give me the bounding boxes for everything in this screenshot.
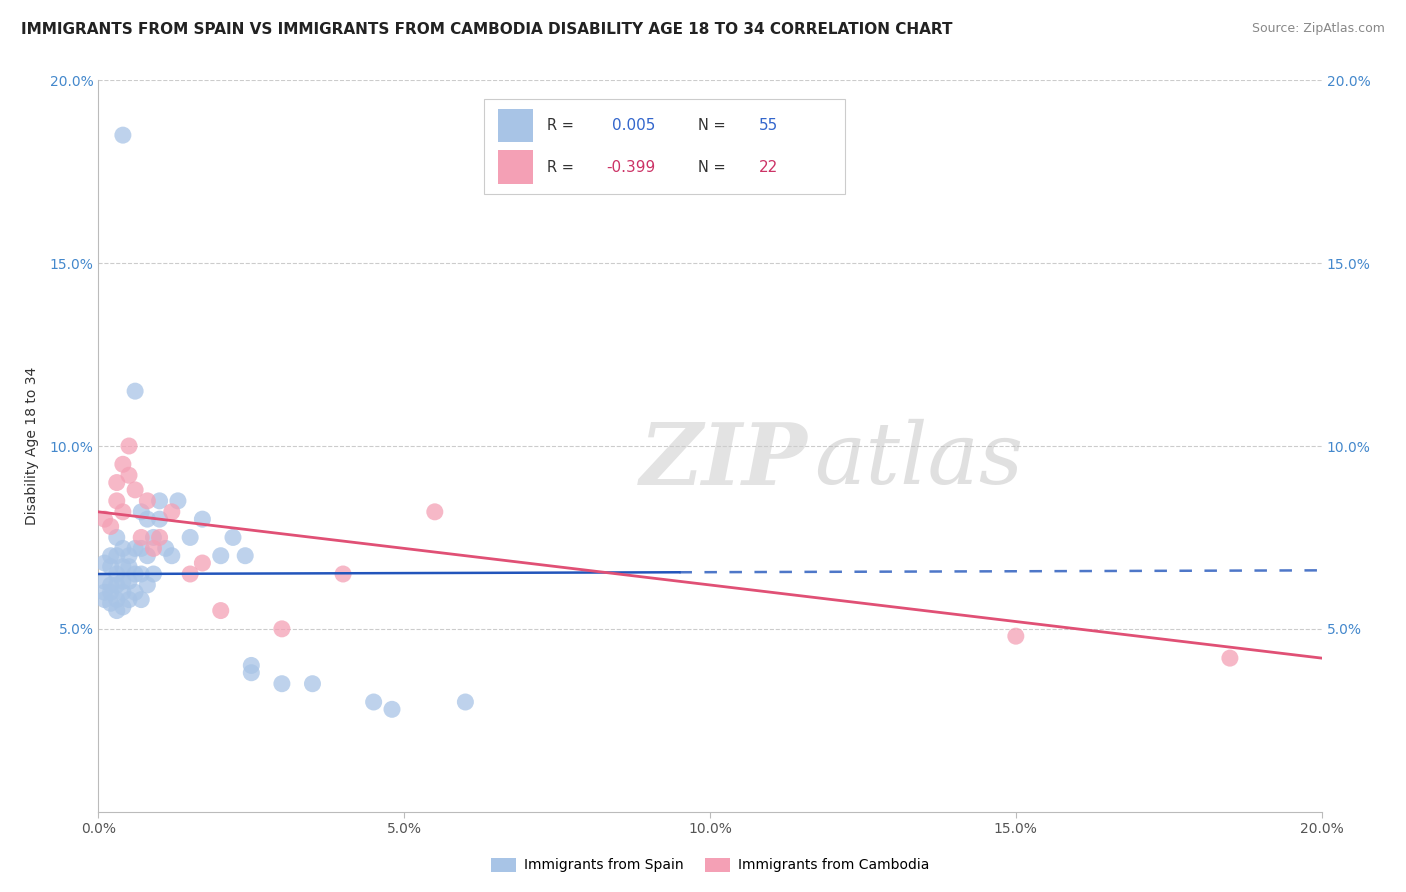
Point — [136, 512, 159, 526]
Point — [118, 592, 141, 607]
Point — [129, 530, 152, 544]
Bar — [498, 151, 533, 184]
Point — [111, 541, 134, 556]
Point — [111, 505, 134, 519]
Point — [93, 512, 115, 526]
Point — [118, 468, 141, 483]
Point — [240, 665, 263, 680]
Point — [93, 574, 115, 589]
Point — [100, 519, 122, 533]
Point — [124, 541, 146, 556]
Point — [105, 475, 128, 490]
Text: R =: R = — [547, 118, 579, 133]
Point — [118, 549, 141, 563]
Point — [105, 549, 128, 563]
Point — [149, 530, 172, 544]
Legend: Immigrants from Spain, Immigrants from Cambodia: Immigrants from Spain, Immigrants from C… — [485, 852, 935, 878]
Point — [142, 541, 165, 556]
Point — [100, 559, 122, 574]
Point — [209, 549, 232, 563]
Point — [149, 493, 172, 508]
Text: atlas: atlas — [814, 419, 1024, 502]
Point — [111, 585, 134, 599]
Point — [149, 512, 172, 526]
Text: -0.399: -0.399 — [606, 160, 655, 175]
Point — [93, 592, 115, 607]
Point — [105, 592, 128, 607]
Point — [191, 512, 214, 526]
Point — [100, 549, 122, 563]
Text: N =: N = — [697, 118, 730, 133]
Text: 0.005: 0.005 — [612, 118, 655, 133]
Point — [136, 549, 159, 563]
FancyBboxPatch shape — [484, 99, 845, 194]
Point — [270, 622, 292, 636]
Point — [105, 530, 128, 544]
Point — [124, 384, 146, 399]
Point — [191, 556, 214, 570]
Text: 22: 22 — [759, 160, 778, 175]
Point — [160, 549, 183, 563]
Point — [105, 603, 128, 617]
Point — [301, 676, 323, 690]
Text: IMMIGRANTS FROM SPAIN VS IMMIGRANTS FROM CAMBODIA DISABILITY AGE 18 TO 34 CORREL: IMMIGRANTS FROM SPAIN VS IMMIGRANTS FROM… — [21, 22, 953, 37]
Text: ZIP: ZIP — [640, 419, 808, 502]
Point — [118, 559, 141, 574]
Point — [105, 493, 128, 508]
Point — [142, 567, 165, 582]
Point — [129, 541, 152, 556]
Point — [222, 530, 245, 544]
Point — [105, 567, 128, 582]
Point — [136, 493, 159, 508]
Point — [179, 567, 201, 582]
Point — [423, 505, 446, 519]
Point — [111, 458, 134, 472]
Point — [129, 567, 152, 582]
Point — [111, 599, 134, 614]
Text: Source: ZipAtlas.com: Source: ZipAtlas.com — [1251, 22, 1385, 36]
Point — [332, 567, 354, 582]
Point — [155, 541, 177, 556]
Point — [100, 596, 122, 610]
Point — [111, 574, 134, 589]
Point — [111, 559, 134, 574]
Point — [270, 676, 292, 690]
Point — [167, 493, 190, 508]
Text: 55: 55 — [759, 118, 778, 133]
Point — [363, 695, 385, 709]
Point — [118, 439, 141, 453]
Y-axis label: Disability Age 18 to 34: Disability Age 18 to 34 — [24, 367, 38, 525]
Point — [100, 585, 122, 599]
Point — [124, 483, 146, 497]
Text: N =: N = — [697, 160, 730, 175]
Point — [118, 574, 141, 589]
Point — [111, 128, 134, 143]
Point — [179, 530, 201, 544]
Point — [381, 702, 404, 716]
Point — [105, 578, 128, 592]
Point — [93, 585, 115, 599]
Point — [93, 556, 115, 570]
Point — [129, 592, 152, 607]
Bar — [498, 109, 533, 142]
Point — [124, 585, 146, 599]
Point — [233, 549, 256, 563]
Point — [129, 505, 152, 519]
Point — [1219, 651, 1241, 665]
Point — [1004, 629, 1026, 643]
Point — [124, 567, 146, 582]
Point — [100, 578, 122, 592]
Point — [209, 603, 232, 617]
Point — [142, 530, 165, 544]
Point — [240, 658, 263, 673]
Point — [136, 578, 159, 592]
Point — [160, 505, 183, 519]
Text: R =: R = — [547, 160, 579, 175]
Point — [454, 695, 477, 709]
